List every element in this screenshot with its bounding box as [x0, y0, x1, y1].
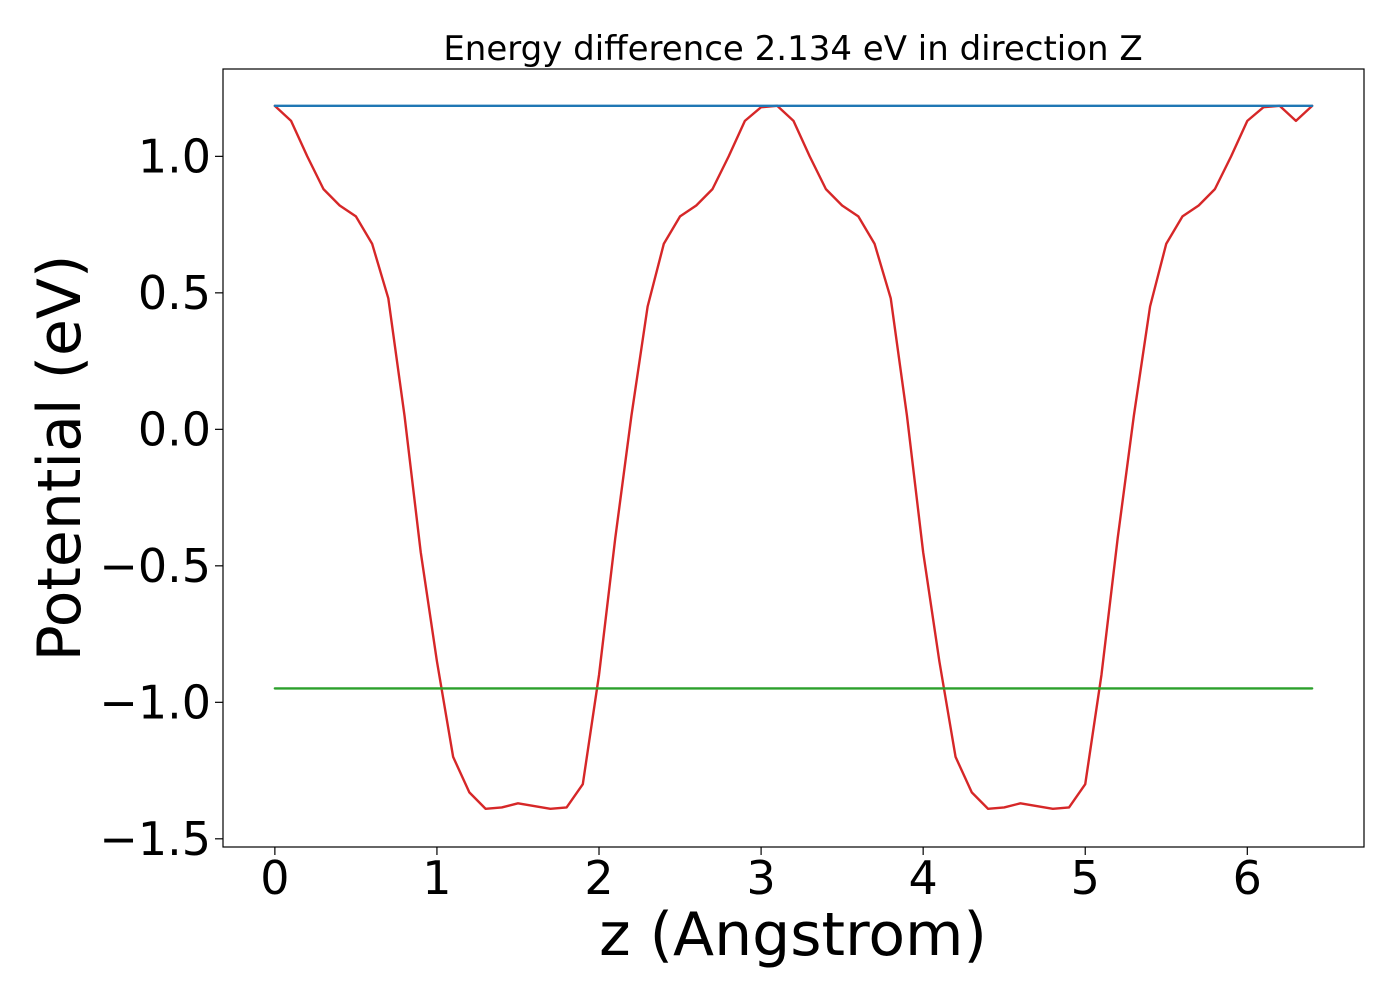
y-tick-label: 0.5 [138, 266, 211, 320]
x-tick-label: 6 [1233, 851, 1262, 905]
y-tick-label: −0.5 [99, 539, 211, 593]
y-tick-label: 0.0 [138, 402, 211, 456]
plot-area [273, 104, 1314, 810]
x-tick-label: 3 [746, 851, 775, 905]
y-tick-label: −1.5 [99, 812, 211, 866]
y-tick-label: −1.0 [99, 675, 211, 729]
y-axis-label: Potential (eV) [25, 255, 95, 662]
x-tick-label: 2 [584, 851, 613, 905]
x-tick-label: 5 [1071, 851, 1100, 905]
series-line-0 [273, 104, 1314, 810]
y-tick-label: 1.0 [138, 129, 211, 183]
x-tick-label: 1 [422, 851, 451, 905]
x-tick-label: 0 [260, 851, 289, 905]
x-axis-ticks: 0 1 2 3 4 5 6 [260, 847, 1262, 905]
x-tick-label: 4 [909, 851, 938, 905]
x-axis-label: z (Angstrom) [599, 900, 987, 970]
plot-frame [222, 68, 1365, 848]
chart-title: Energy difference 2.134 eV in direction … [443, 29, 1142, 69]
y-axis-ticks: 1.0 0.5 0.0 −0.5 −1.0 −1.5 [99, 129, 223, 866]
